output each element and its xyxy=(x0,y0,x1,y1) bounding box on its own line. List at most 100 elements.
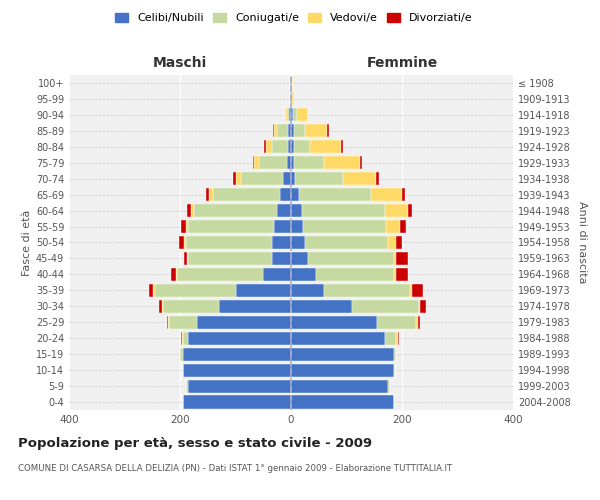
Bar xyxy=(277,204,291,217)
Bar xyxy=(376,172,379,185)
Bar xyxy=(149,284,154,297)
Bar xyxy=(388,236,397,249)
Bar xyxy=(168,316,169,329)
Bar xyxy=(154,284,155,297)
Bar xyxy=(188,252,272,265)
Bar xyxy=(287,108,289,122)
Bar xyxy=(325,156,361,170)
Bar xyxy=(233,172,235,185)
Bar xyxy=(235,172,241,185)
Bar xyxy=(295,172,343,185)
Bar xyxy=(305,124,327,138)
Bar xyxy=(277,124,288,138)
Bar xyxy=(402,188,405,201)
Bar xyxy=(418,316,421,329)
Bar xyxy=(316,268,394,281)
Bar xyxy=(290,76,291,90)
Bar xyxy=(183,396,291,408)
Bar xyxy=(287,156,291,170)
Bar xyxy=(361,156,362,170)
Bar xyxy=(291,108,293,122)
Bar xyxy=(299,188,371,201)
Bar xyxy=(266,140,272,153)
Bar xyxy=(291,332,385,345)
Bar xyxy=(171,268,176,281)
Bar xyxy=(325,284,410,297)
Bar xyxy=(253,156,254,170)
Bar xyxy=(291,284,325,297)
Bar xyxy=(209,188,214,201)
Bar xyxy=(291,236,305,249)
Bar xyxy=(176,268,177,281)
Bar xyxy=(188,380,291,392)
Bar xyxy=(291,124,294,138)
Bar xyxy=(371,188,402,201)
Bar xyxy=(180,348,183,360)
Bar xyxy=(394,348,397,360)
Bar xyxy=(291,172,295,185)
Bar xyxy=(416,316,418,329)
Bar xyxy=(292,76,293,90)
Bar xyxy=(181,332,182,345)
Bar xyxy=(272,252,291,265)
Bar xyxy=(273,124,274,138)
Bar xyxy=(155,284,235,297)
Bar xyxy=(303,220,386,233)
Bar xyxy=(397,268,407,281)
Bar xyxy=(187,204,191,217)
Text: Femmine: Femmine xyxy=(367,56,437,70)
Bar xyxy=(291,316,377,329)
Bar xyxy=(197,316,291,329)
Bar xyxy=(274,124,277,138)
Bar xyxy=(397,252,407,265)
Text: Maschi: Maschi xyxy=(153,56,207,70)
Bar xyxy=(259,156,287,170)
Bar xyxy=(185,380,188,392)
Bar xyxy=(213,188,280,201)
Bar xyxy=(327,124,329,138)
Bar xyxy=(291,140,294,153)
Text: COMUNE DI CASARSA DELLA DELIZIA (PN) - Dati ISTAT 1° gennaio 2009 - Elaborazione: COMUNE DI CASARSA DELLA DELIZIA (PN) - D… xyxy=(18,464,452,473)
Bar xyxy=(412,284,423,297)
Bar xyxy=(341,140,343,153)
Bar xyxy=(291,364,394,376)
Bar xyxy=(288,124,291,138)
Bar xyxy=(272,140,288,153)
Bar xyxy=(272,236,291,249)
Bar xyxy=(291,220,303,233)
Bar xyxy=(294,140,310,153)
Bar xyxy=(291,204,302,217)
Y-axis label: Anni di nascita: Anni di nascita xyxy=(577,201,587,284)
Bar xyxy=(194,204,277,217)
Bar xyxy=(297,108,308,122)
Bar xyxy=(305,236,388,249)
Bar xyxy=(293,108,297,122)
Bar xyxy=(291,268,316,281)
Bar xyxy=(280,188,291,201)
Bar xyxy=(343,172,376,185)
Bar xyxy=(397,236,402,249)
Bar xyxy=(185,220,188,233)
Bar xyxy=(163,300,219,313)
Y-axis label: Fasce di età: Fasce di età xyxy=(22,210,32,276)
Bar xyxy=(187,252,188,265)
Text: Popolazione per età, sesso e stato civile - 2009: Popolazione per età, sesso e stato civil… xyxy=(18,438,372,450)
Bar xyxy=(263,268,291,281)
Bar xyxy=(285,108,287,122)
Bar xyxy=(265,140,266,153)
Bar xyxy=(377,316,416,329)
Bar xyxy=(385,332,397,345)
Bar xyxy=(400,220,406,233)
Bar xyxy=(302,204,385,217)
Bar xyxy=(291,76,292,90)
Bar xyxy=(184,236,185,249)
Bar xyxy=(274,220,291,233)
Bar xyxy=(386,220,400,233)
Bar xyxy=(167,316,168,329)
Bar xyxy=(292,92,294,106)
Bar xyxy=(291,156,294,170)
Bar xyxy=(169,316,197,329)
Bar xyxy=(219,300,291,313)
Bar xyxy=(352,300,419,313)
Bar xyxy=(184,252,187,265)
